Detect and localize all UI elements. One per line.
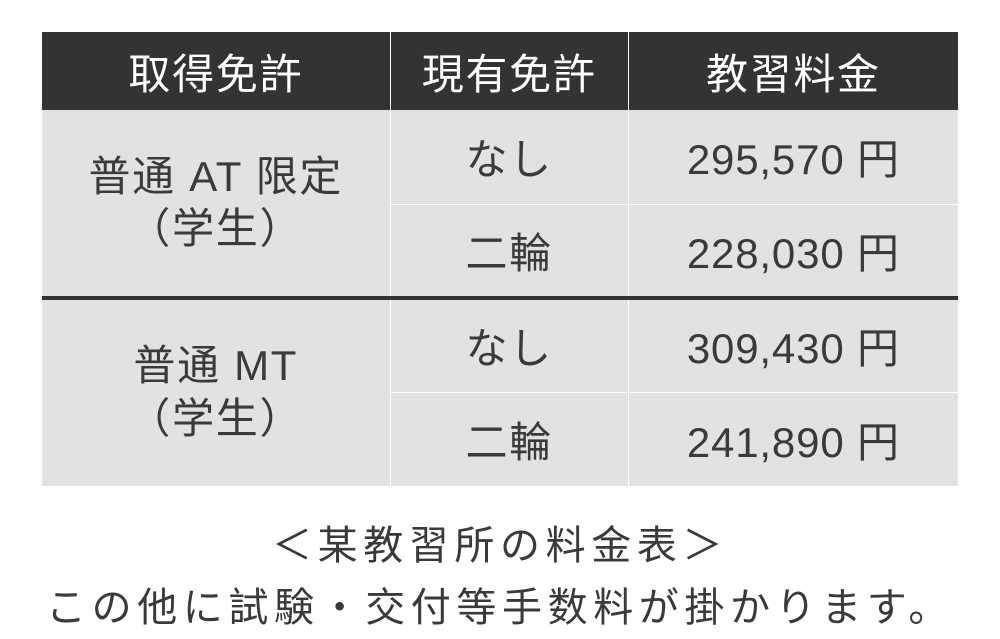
license-type-line2: （学生）	[128, 395, 303, 442]
caption-line2: この他に試験・交付等手数料が掛かります。	[46, 586, 954, 630]
table-row: 普通 MT （学生） なし 309,430 円	[42, 298, 958, 392]
license-type-line1: 普通 MT	[133, 342, 298, 389]
caption-line1: ＜某教習所の料金表＞	[272, 524, 728, 568]
col-header-tuition-fee: 教習料金	[628, 32, 958, 110]
license-type-line1: 普通 AT 限定	[89, 153, 344, 200]
current-license-cell: なし	[390, 298, 628, 392]
table-caption: ＜某教習所の料金表＞ この他に試験・交付等手数料が掛かります。	[42, 515, 958, 639]
price-cell: 295,570 円	[628, 110, 958, 204]
current-license-cell: 二輪	[390, 392, 628, 486]
license-type-cell: 普通 AT 限定 （学生）	[42, 110, 390, 298]
price-table: 取得免許 現有免許 教習料金 普通 AT 限定 （学生） なし 295,570 …	[42, 32, 958, 487]
price-cell: 228,030 円	[628, 204, 958, 298]
col-header-license-to-acquire: 取得免許	[42, 32, 390, 110]
table-header-row: 取得免許 現有免許 教習料金	[42, 32, 958, 110]
price-cell: 241,890 円	[628, 392, 958, 486]
col-header-current-license: 現有免許	[390, 32, 628, 110]
current-license-cell: なし	[390, 110, 628, 204]
license-type-line2: （学生）	[128, 205, 303, 252]
license-type-cell: 普通 MT （学生）	[42, 298, 390, 486]
table-row: 普通 AT 限定 （学生） なし 295,570 円	[42, 110, 958, 204]
current-license-cell: 二輪	[390, 204, 628, 298]
price-cell: 309,430 円	[628, 298, 958, 392]
